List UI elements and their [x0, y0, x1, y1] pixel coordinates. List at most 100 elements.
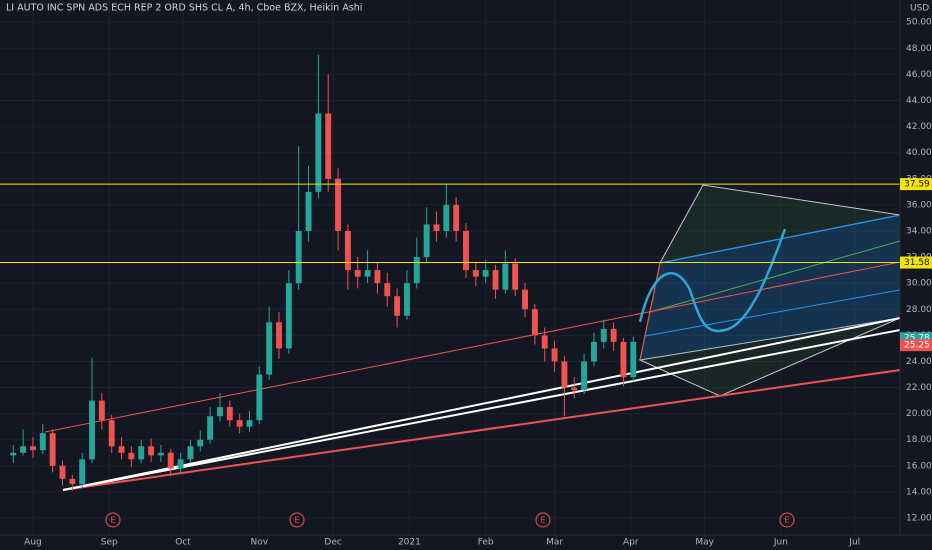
trend-line [44, 261, 901, 433]
y-tick-label: 16.00 [906, 461, 932, 471]
candle-body [236, 420, 243, 427]
candle-body [138, 446, 145, 460]
earnings-marker [105, 512, 121, 528]
grid [0, 0, 900, 535]
earnings-label: E [110, 516, 115, 525]
fork-line [644, 289, 901, 337]
level-label: 37.59 [904, 180, 930, 190]
y-tick-label: 24.00 [906, 357, 932, 367]
candle-body [285, 283, 292, 349]
x-tick-label: Sep [101, 538, 118, 548]
x-tick-label: Jun [773, 538, 788, 548]
candle-body [295, 230, 302, 284]
candle-body [177, 459, 184, 469]
currency: USD [910, 4, 929, 14]
fork-lower [638, 317, 901, 397]
y-tick-label: 34.00 [906, 226, 932, 236]
candle-body [69, 478, 76, 485]
candle-body [305, 191, 312, 231]
levels [0, 183, 900, 264]
price-label: 25.25 [904, 341, 930, 351]
trend-line [62, 329, 901, 491]
candle-body [226, 407, 233, 421]
candle-body [59, 465, 66, 479]
candle-body [522, 289, 528, 310]
y-tick-label: 20.00 [906, 409, 932, 419]
candle-body [581, 361, 588, 391]
earnings-marker [535, 512, 551, 528]
candle-body [364, 270, 371, 277]
x-tick-label: Mar [546, 538, 563, 548]
candle-body [492, 270, 499, 290]
y-tick-label: 40.00 [906, 148, 932, 158]
x-tick-label: Apr [623, 538, 639, 548]
x-tick-label: Oct [175, 538, 191, 548]
candle-body [512, 263, 519, 290]
candle-body [443, 204, 450, 231]
candle-body [600, 328, 607, 342]
candle-body [384, 283, 391, 297]
candle-body [403, 283, 410, 316]
candle-body [197, 439, 204, 447]
candle-body [39, 433, 46, 451]
earnings-markers: E E E E [105, 512, 795, 528]
forecast-curve [638, 228, 787, 333]
trend-line [62, 317, 901, 491]
candle-body [541, 335, 548, 349]
y-tick-label: 50.00 [906, 18, 932, 28]
trend-line [62, 369, 901, 491]
y-tick-label: 42.00 [906, 122, 932, 132]
x-tick-label: 2021 [398, 538, 421, 548]
candle-body [108, 420, 115, 447]
y-tick-label: 36.00 [906, 200, 932, 210]
x-tick-label: Nov [251, 538, 269, 548]
x-tick-label: Feb [478, 538, 494, 548]
price-label: 25.78 [904, 334, 930, 344]
candle-body [246, 420, 253, 427]
x-tick-label: Dec [324, 538, 341, 548]
drawings [44, 184, 901, 491]
candle-body [394, 296, 401, 316]
earnings-label: E [784, 516, 789, 525]
candle-body [217, 407, 223, 417]
candle-body [413, 257, 420, 284]
axes: 12.0014.0016.0018.0020.0022.0024.0026.00… [24, 18, 932, 548]
candle-body [433, 224, 440, 231]
candle-body [344, 230, 351, 271]
earnings-label: E [540, 516, 545, 525]
y-tick-label: 44.00 [906, 96, 932, 106]
level-tag [900, 178, 932, 191]
candle-body [325, 113, 332, 179]
candle-body [266, 322, 273, 375]
candle-body [551, 348, 558, 362]
y-tick-label: 12.00 [906, 514, 932, 524]
candle-body [89, 400, 95, 460]
candle-body [531, 309, 538, 336]
price-axis [900, 0, 932, 550]
candle-body [256, 374, 263, 421]
candle-body [98, 400, 105, 421]
candle-body [128, 452, 135, 460]
candle-body [571, 387, 578, 391]
candle-body [610, 328, 617, 342]
level-tag [900, 256, 932, 269]
candle-body [502, 263, 509, 290]
candle-body [561, 361, 568, 388]
candle-body [187, 446, 194, 460]
y-tick-label: 18.00 [906, 435, 932, 445]
candle-body [118, 446, 125, 453]
y-tick-label: 48.00 [906, 44, 932, 54]
candles [10, 54, 637, 491]
candle-body [167, 452, 174, 469]
candle-body [463, 230, 469, 271]
candle-body [10, 452, 17, 456]
fork-line [649, 240, 901, 313]
candle-body [590, 341, 597, 362]
candle-body [354, 270, 361, 277]
candle-body [630, 341, 637, 378]
candle-body [453, 204, 460, 231]
level-label: 31.58 [904, 258, 930, 268]
candle-body [20, 446, 27, 453]
candle-body [472, 270, 479, 277]
